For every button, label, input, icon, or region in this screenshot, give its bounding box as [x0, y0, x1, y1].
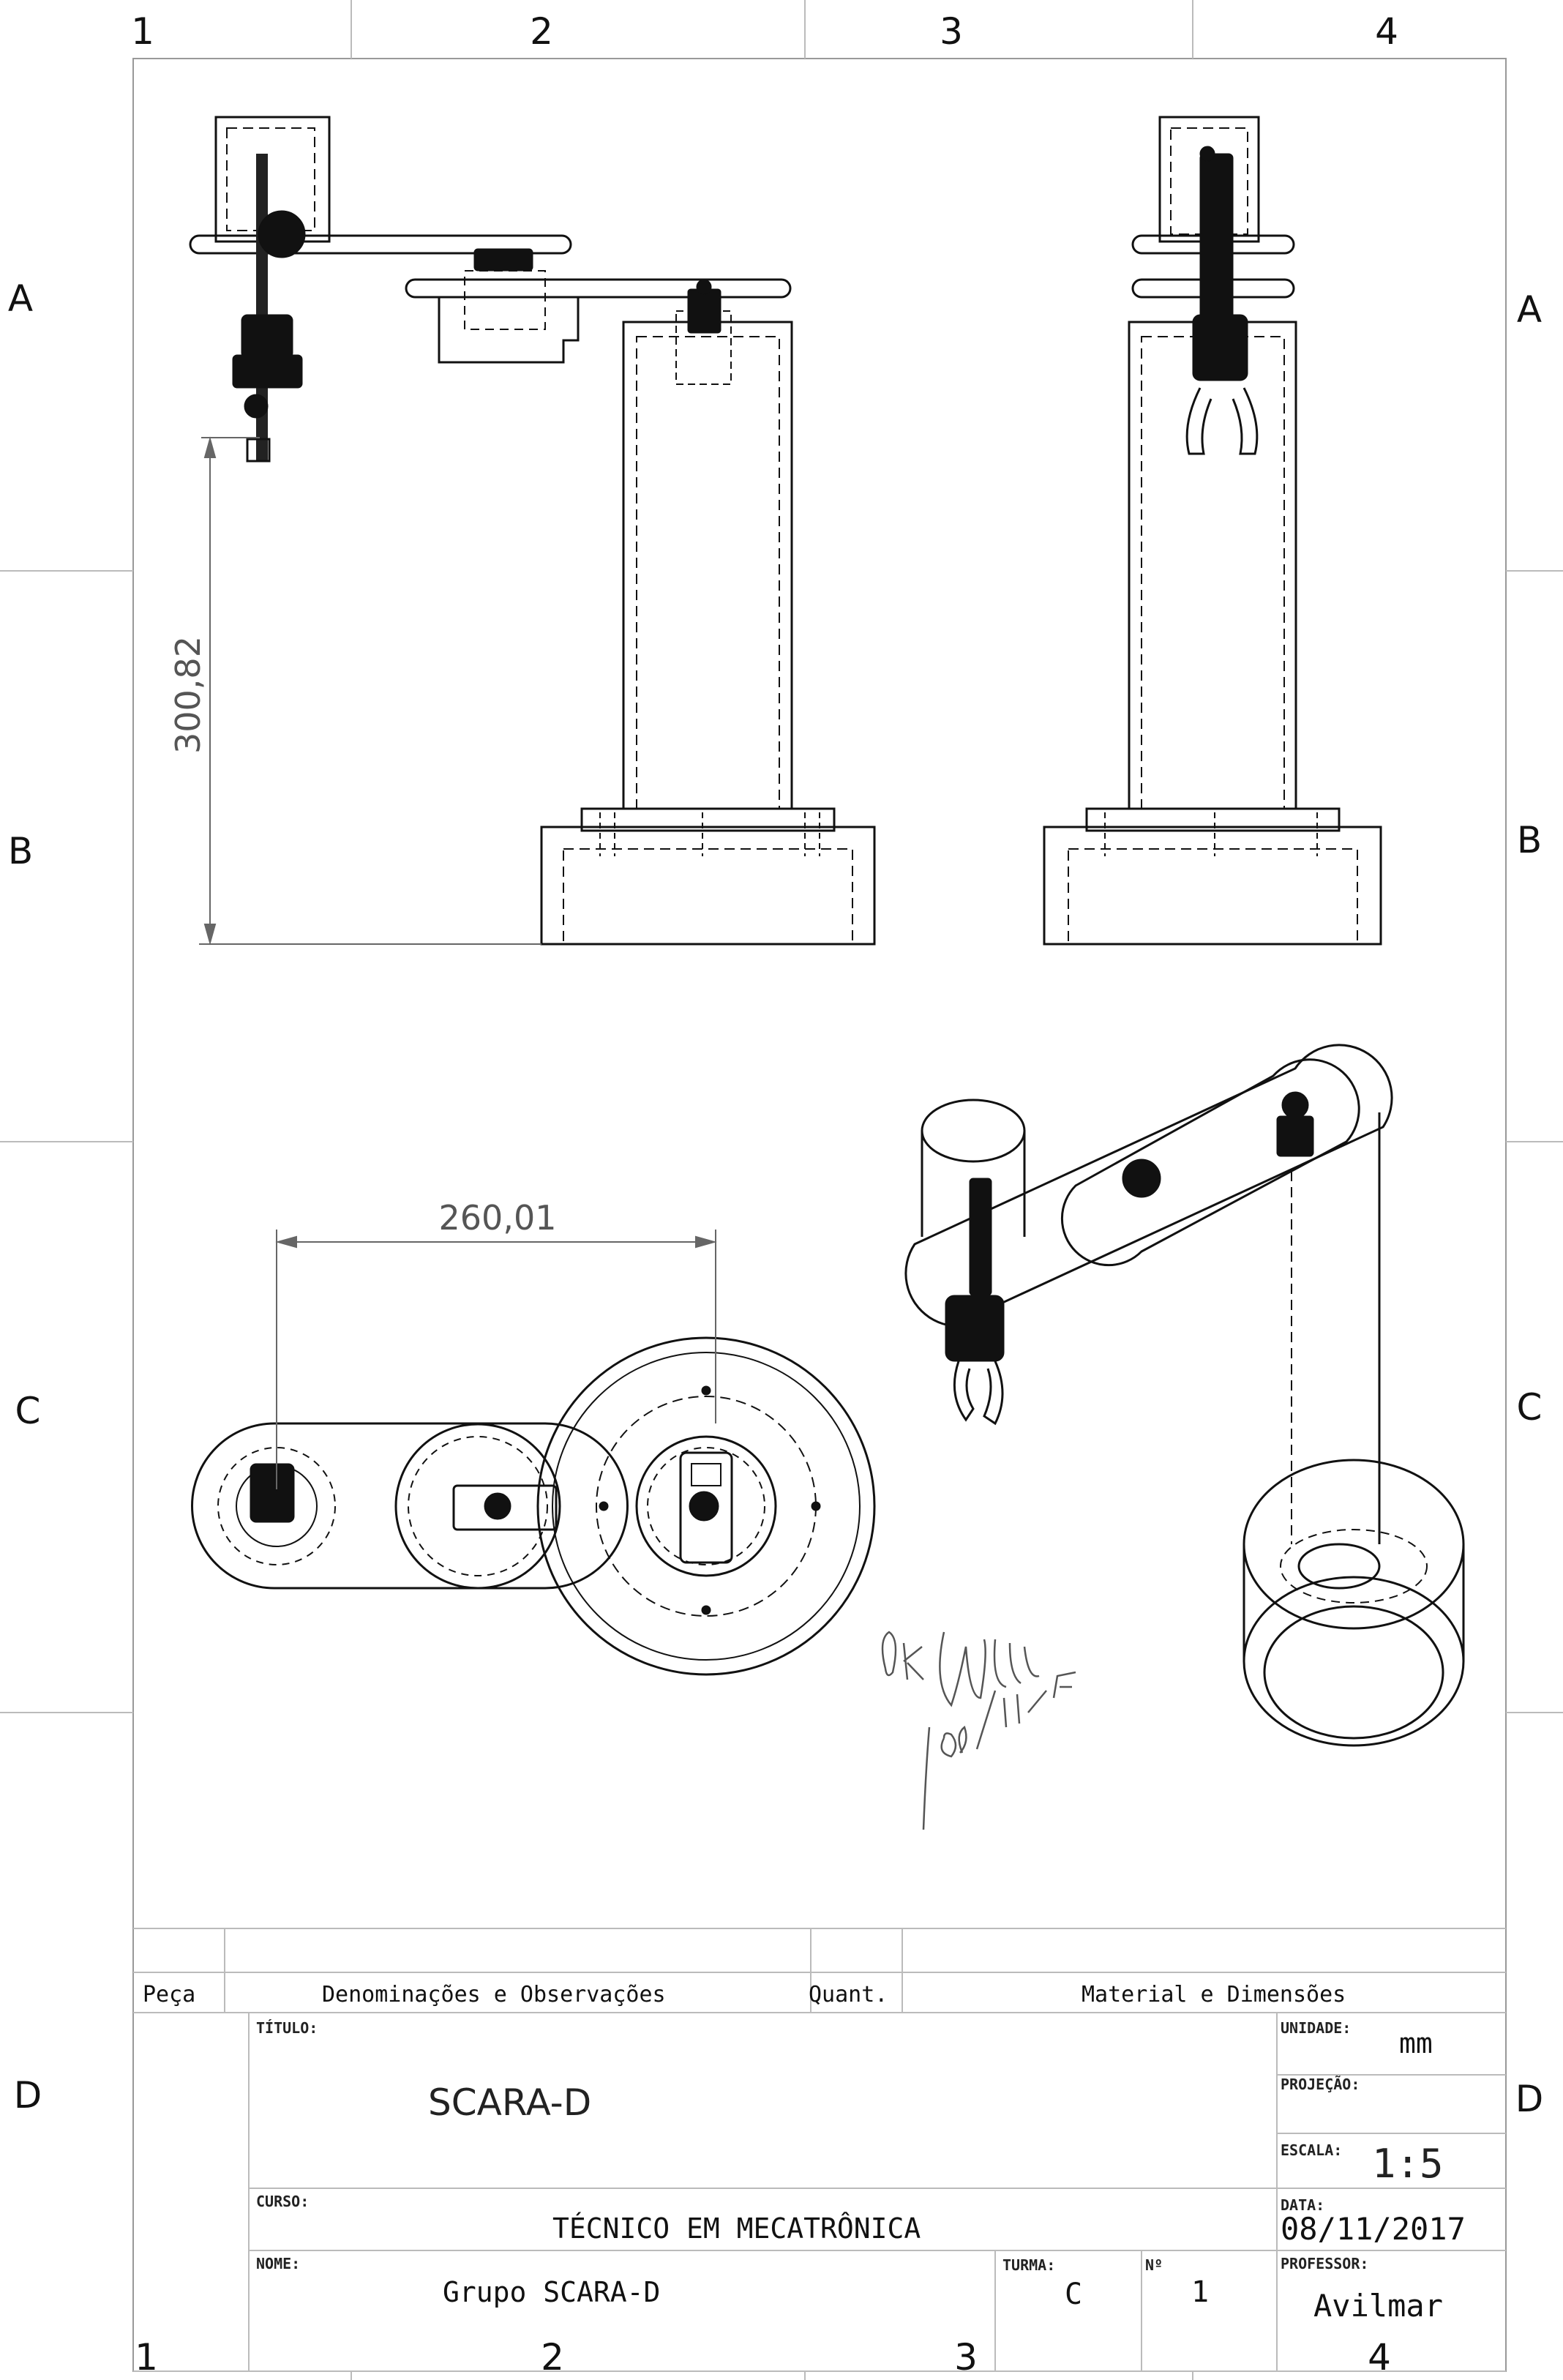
data-label: DATA: [1281, 2196, 1324, 2214]
zone-row-a-left: A [8, 277, 33, 320]
zone-col-1-top: 1 [131, 10, 154, 53]
zone-col-1-bottom: 1 [135, 2336, 158, 2379]
nome-value: Grupo SCARA-D [443, 2276, 660, 2308]
projecao-label: PROJEÇÃO: [1281, 2076, 1360, 2093]
zone-col-4-bottom: 4 [1368, 2336, 1391, 2379]
professor-value: Avilmar [1313, 2288, 1443, 2324]
title-block-grid [133, 2013, 1506, 2372]
professor-label: PROFESSOR: [1281, 2255, 1368, 2272]
numero-value: 1 [1191, 2275, 1209, 2309]
titulo-label: TÍTULO: [256, 2019, 318, 2037]
escala-label: ESCALA: [1281, 2141, 1342, 2159]
curso-label: CURSO: [256, 2193, 309, 2210]
zone-row-d-left: D [14, 2074, 42, 2117]
zone-row-b-right: B [1517, 819, 1542, 861]
zone-col-4-top: 4 [1375, 10, 1398, 53]
titulo-value: SCARA-D [428, 2081, 591, 2124]
parts-list-material-header: Material e Dimensões [1082, 1982, 1346, 2007]
top-view [191, 1336, 876, 1676]
data-value: 08/11/2017 [1281, 2211, 1466, 2247]
isometric-view [904, 1044, 1465, 1747]
escala-value: 1:5 [1372, 2141, 1444, 2187]
curso-value: TÉCNICO EM MECATRÔNICA [552, 2212, 921, 2245]
height-dimension [199, 436, 541, 946]
zone-row-b-left: B [8, 830, 33, 872]
parts-list-peca-header: Peça [143, 1982, 195, 2007]
top-view-details [250, 1385, 821, 1615]
numero-label: Nº [1145, 2256, 1163, 2274]
width-dimension-label: 260,01 [439, 1198, 557, 1238]
turma-value: C [1065, 2278, 1082, 2311]
unidade-label: UNIDADE: [1281, 2019, 1351, 2037]
zone-col-3-top: 3 [940, 10, 963, 53]
width-dimension [275, 1230, 717, 1489]
front-view-mechanism [232, 210, 721, 419]
height-dimension-label: 300,82 [168, 636, 208, 754]
zone-row-a-right: A [1517, 288, 1542, 331]
parts-list-denominacoes-header: Denominações e Observações [322, 1982, 666, 2007]
zone-row-d-right: D [1515, 2078, 1544, 2120]
isometric-view-mechanism [945, 1091, 1314, 1362]
zone-col-2-top: 2 [530, 10, 553, 53]
parts-list-quant-header: Quant. [809, 1982, 888, 2007]
side-view-mechanism [1192, 146, 1248, 381]
nome-label: NOME: [256, 2255, 300, 2272]
approval-signature [881, 1631, 1076, 1830]
zone-row-c-left: C [15, 1390, 41, 1432]
turma-label: TURMA: [1002, 2256, 1055, 2274]
zone-row-c-right: C [1517, 1386, 1543, 1429]
zone-col-2-bottom: 2 [541, 2336, 564, 2379]
zone-col-3-bottom: 3 [954, 2336, 978, 2379]
unidade-value: mm [1399, 2027, 1433, 2059]
